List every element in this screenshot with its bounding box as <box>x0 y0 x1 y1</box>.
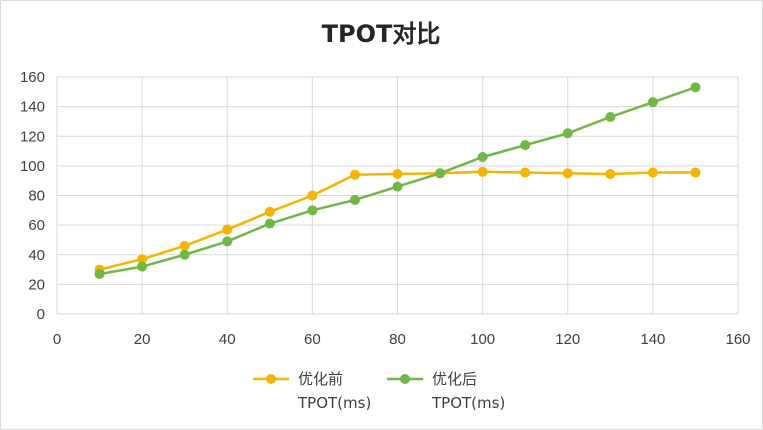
data-point <box>137 261 148 272</box>
legend-item-1[interactable]: 优化前 TPOT(ms) <box>253 370 371 412</box>
legend-label: TPOT(ms) <box>297 394 371 412</box>
legend-marker <box>400 374 410 384</box>
data-point <box>349 194 360 205</box>
legend-label: 优化前 <box>298 370 343 388</box>
data-point <box>477 151 488 162</box>
legend-marker <box>266 374 276 384</box>
data-point <box>179 249 190 260</box>
x-axis: 0 20 40 60 80 100 120 140 160 <box>53 331 751 348</box>
data-point <box>605 169 616 180</box>
data-point <box>307 190 318 201</box>
y-tick-label: 160 <box>20 69 45 86</box>
x-tick-label: 160 <box>725 331 750 348</box>
data-point <box>222 224 233 235</box>
y-tick-label: 60 <box>28 217 45 234</box>
legend-label: TPOT(ms) <box>431 394 505 412</box>
x-tick-label: 120 <box>555 331 580 348</box>
data-point <box>392 169 403 180</box>
x-tick-label: 20 <box>134 331 151 348</box>
data-point <box>264 218 275 229</box>
x-tick-label: 60 <box>304 331 321 348</box>
data-point <box>94 269 105 280</box>
x-tick-label: 0 <box>53 331 61 348</box>
series-2 <box>94 82 701 280</box>
data-point <box>222 236 233 247</box>
y-axis: 0 20 40 60 80 100 120 140 160 <box>20 69 45 323</box>
data-point <box>349 169 360 180</box>
data-point <box>477 166 488 177</box>
y-tick-label: 100 <box>20 158 45 175</box>
data-point <box>605 111 616 122</box>
data-point <box>690 82 701 93</box>
data-point <box>562 168 573 179</box>
series-group <box>94 82 701 280</box>
legend-label: 优化后 <box>432 370 477 388</box>
data-point <box>647 167 658 178</box>
data-point <box>435 168 446 179</box>
x-tick-label: 100 <box>470 331 495 348</box>
legend[interactable]: 优化前 TPOT(ms) 优化后 TPOT(ms) <box>253 370 505 412</box>
data-point <box>137 254 148 265</box>
data-point <box>690 167 701 178</box>
y-tick-label: 40 <box>28 247 45 264</box>
x-tick-label: 80 <box>389 331 406 348</box>
data-point <box>392 181 403 192</box>
y-tick-label: 140 <box>20 99 45 116</box>
data-point <box>520 140 531 151</box>
x-tick-label: 40 <box>219 331 236 348</box>
y-tick-label: 0 <box>37 306 45 323</box>
x-tick-label: 140 <box>640 331 665 348</box>
data-point <box>307 205 318 216</box>
chart-title: TPOT对比 <box>322 20 441 48</box>
data-point <box>264 206 275 217</box>
y-tick-label: 80 <box>28 188 45 205</box>
y-tick-label: 20 <box>28 276 45 293</box>
grid <box>56 76 739 315</box>
data-point <box>179 240 190 251</box>
data-point <box>562 128 573 139</box>
y-tick-label: 120 <box>20 128 45 145</box>
data-point <box>647 97 658 108</box>
legend-item-2[interactable]: 优化后 TPOT(ms) <box>387 370 505 412</box>
data-point <box>520 167 531 178</box>
